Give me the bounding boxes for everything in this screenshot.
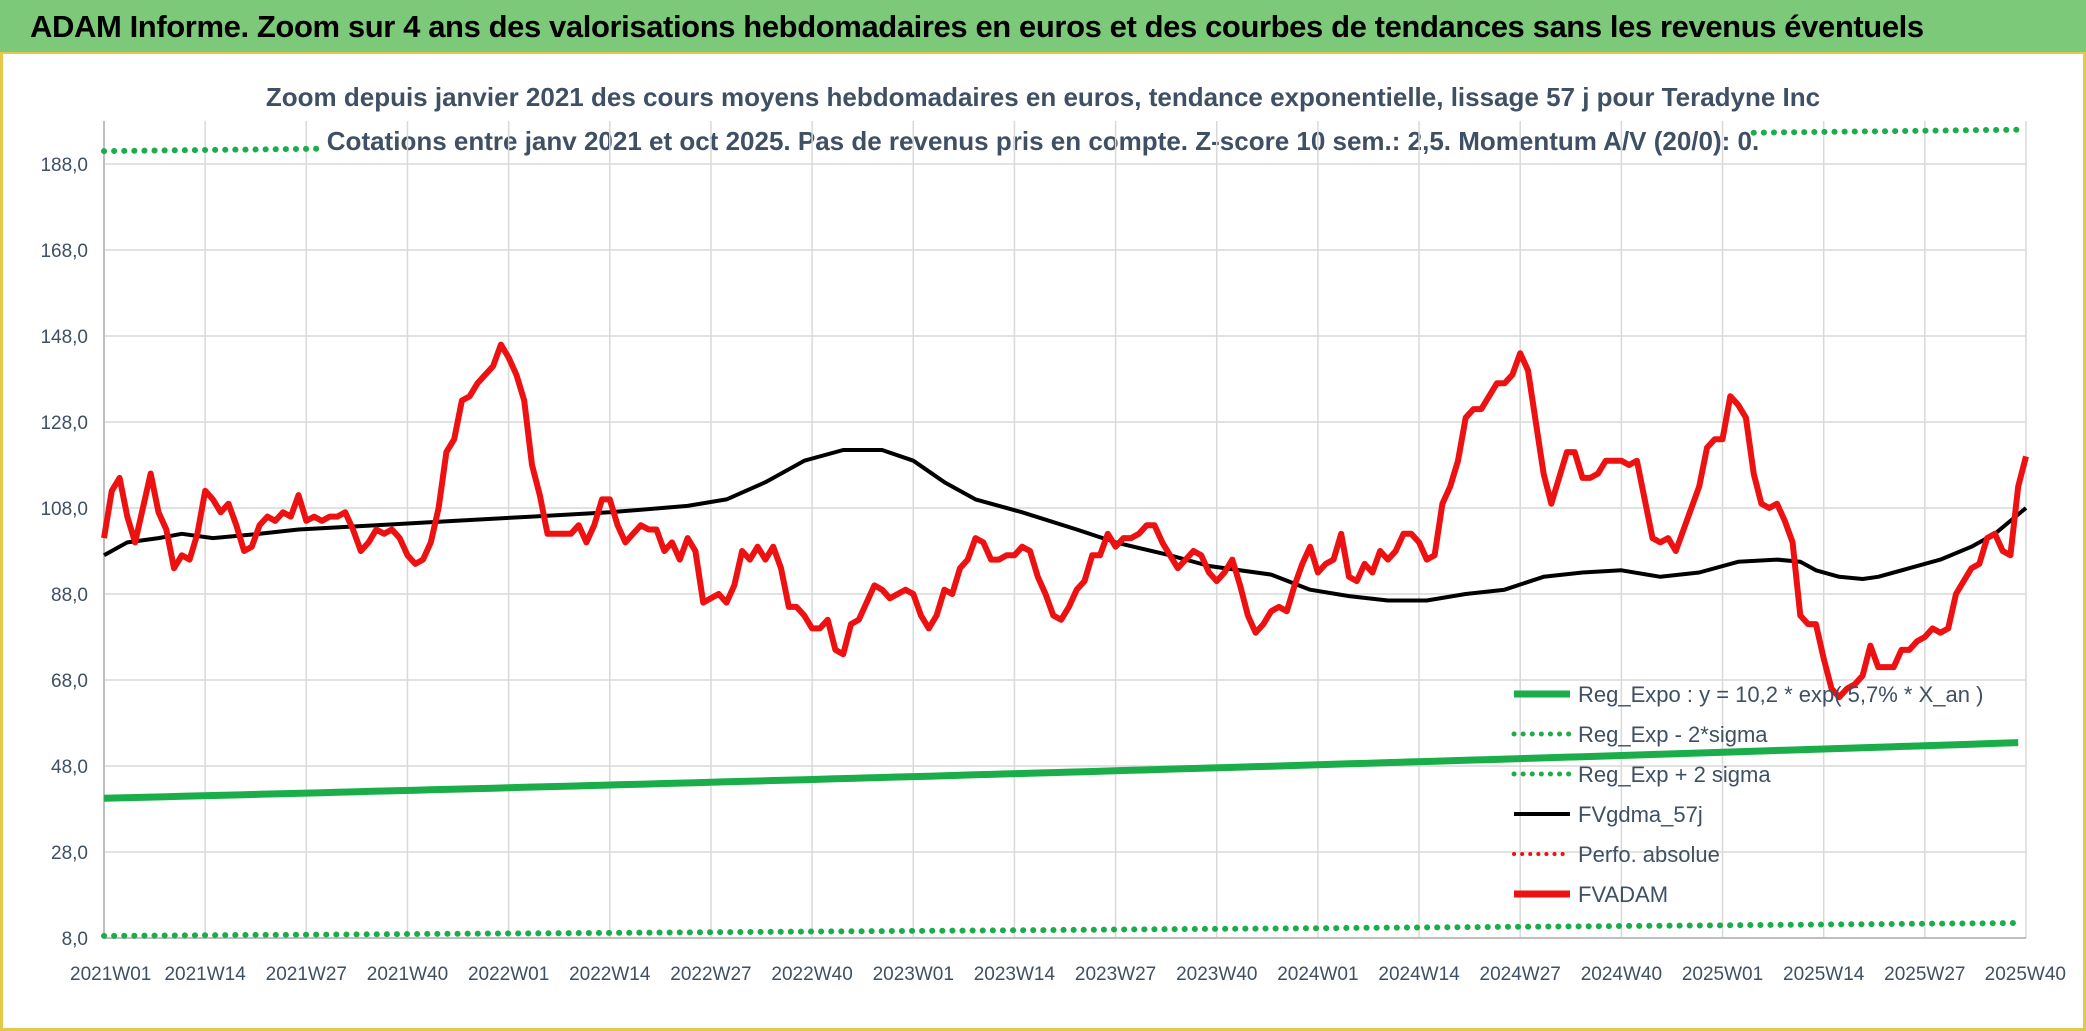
chart-title: Zoom depuis janvier 2021 des cours moyen… xyxy=(265,82,1821,112)
legend-label: FVgdma_57j xyxy=(1578,802,1703,827)
x-tick-label: 2023W01 xyxy=(873,964,954,985)
x-tick-label: 2021W01 xyxy=(70,964,151,985)
y-tick-label: 8,0 xyxy=(62,929,88,950)
header-banner: ADAM Informe. Zoom sur 4 ans des valoris… xyxy=(0,0,2086,54)
x-tick-label: 2025W27 xyxy=(1884,964,1965,985)
x-tick-label: 2024W27 xyxy=(1480,964,1561,985)
x-tick-label: 2025W01 xyxy=(1682,964,1763,985)
series-lower-band xyxy=(101,920,2022,939)
y-tick-label: 68,0 xyxy=(51,671,88,692)
x-axis-labels: 2021W01 2021W14 2021W27 2021W40 2022W01 2022W… xyxy=(70,964,2066,985)
page-title: ADAM Informe. Zoom sur 4 ans des valoris… xyxy=(30,9,1924,44)
x-tick-label: 2024W40 xyxy=(1581,964,1662,985)
x-tick-label: 2023W27 xyxy=(1075,964,1156,985)
series-reg-expo xyxy=(103,739,2019,802)
y-tick-label: 168,0 xyxy=(40,241,88,262)
y-tick-label: 188,0 xyxy=(40,155,88,176)
y-tick-label: 108,0 xyxy=(40,499,88,520)
legend-label: Reg_Expo : y = 10,2 * exp( 5,7% * X_an ) xyxy=(1578,682,1983,707)
x-tick-label: 2024W01 xyxy=(1277,964,1358,985)
chart-frame xyxy=(0,54,2086,1031)
x-tick-label: 2025W40 xyxy=(1985,964,2066,985)
y-tick-label: 28,0 xyxy=(51,843,88,864)
y-tick-label: 88,0 xyxy=(51,585,88,606)
series-group xyxy=(101,126,2029,939)
x-tick-label: 2023W14 xyxy=(974,964,1056,985)
x-tick-label: 2023W40 xyxy=(1176,964,1257,985)
series-upper-band xyxy=(101,145,325,155)
x-tick-label: 2022W01 xyxy=(468,964,549,985)
x-tick-label: 2022W40 xyxy=(771,964,852,985)
series-fvgdma xyxy=(103,448,2028,603)
x-tick-label: 2024W14 xyxy=(1378,964,1460,985)
x-tick-label: 2021W27 xyxy=(266,964,347,985)
legend-label: FVADAM xyxy=(1578,882,1668,907)
legend-label: Perfo. absolue xyxy=(1578,842,1720,867)
series-upper-band xyxy=(1750,126,2022,136)
x-tick-label: 2022W14 xyxy=(569,964,651,985)
legend: Reg_Expo : y = 10,2 * exp( 5,7% * X_an )… xyxy=(1511,682,1983,907)
legend-label: Reg_Exp - 2*sigma xyxy=(1578,722,1768,747)
y-tick-label: 148,0 xyxy=(40,327,88,348)
x-tick-label: 2022W27 xyxy=(670,964,751,985)
series-fvadam xyxy=(101,341,2029,701)
y-tick-label: 128,0 xyxy=(40,413,88,434)
y-axis-labels: 8,0 28,0 48,0 68,0 88,0 108,0 128,0 148,0 168,0 1… xyxy=(40,155,88,950)
x-tick-label: 2021W14 xyxy=(164,964,246,985)
legend-label: Reg_Exp + 2 sigma xyxy=(1578,762,1771,787)
x-tick-label: 2025W14 xyxy=(1783,964,1865,985)
y-tick-label: 48,0 xyxy=(51,757,88,778)
grid-lines xyxy=(103,121,2027,939)
x-tick-label: 2021W40 xyxy=(367,964,448,985)
